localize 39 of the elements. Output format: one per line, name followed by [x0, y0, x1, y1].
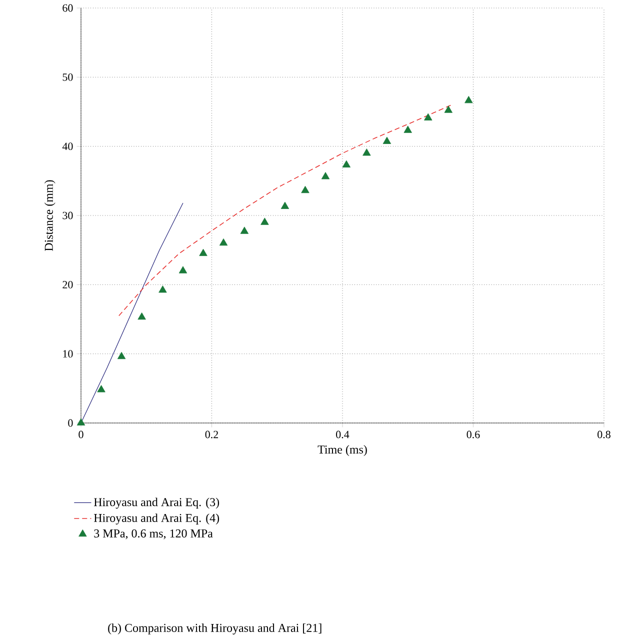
point: [260, 218, 269, 225]
y-tick-label: 10: [63, 350, 73, 358]
point: [240, 226, 249, 234]
point: [280, 202, 290, 209]
point: [199, 248, 208, 256]
text: (b) Comparison with Hiroyasu and Arai [21]: [108, 624, 322, 634]
point: [301, 186, 310, 194]
x-axis-title: Time (ms): [318, 445, 367, 456]
point: [424, 113, 432, 120]
x-tick-label: 0.8: [598, 430, 610, 438]
point: [117, 352, 126, 360]
point: [219, 238, 228, 246]
point: [138, 312, 146, 320]
line-series: [118, 104, 452, 316]
point: [444, 106, 452, 113]
point: [178, 266, 188, 274]
legend-label: Hiroyasu and Arai Eq. (3): [94, 498, 220, 509]
point: [362, 148, 371, 156]
y-tick-label: 30: [62, 212, 73, 220]
x-tick-label: 0.6: [466, 430, 480, 438]
point: [76, 418, 86, 426]
x-tick-label: 0.4: [336, 430, 350, 438]
y-tick-label: 0: [68, 419, 73, 427]
x-tick-label: 0.2: [205, 430, 218, 438]
point: [321, 172, 330, 180]
legend-label: 3 MPa, 0.6 ms, 120 MPa: [94, 529, 213, 540]
y-tick-label: 20: [62, 280, 73, 288]
legend-label: Hiroyasu and Arai Eq. (4): [94, 514, 220, 524]
point: [342, 160, 351, 168]
point: [464, 96, 473, 104]
point: [404, 126, 412, 133]
y-tick-label: 40: [62, 142, 73, 150]
x-tick-label: 0: [78, 430, 84, 438]
point: [382, 136, 392, 144]
point: [97, 385, 106, 392]
y-tick-label: 50: [62, 73, 73, 81]
y-axis-title: Distance (mm): [44, 180, 56, 251]
point: [158, 285, 167, 293]
y-tick-label: 60: [62, 4, 73, 12]
